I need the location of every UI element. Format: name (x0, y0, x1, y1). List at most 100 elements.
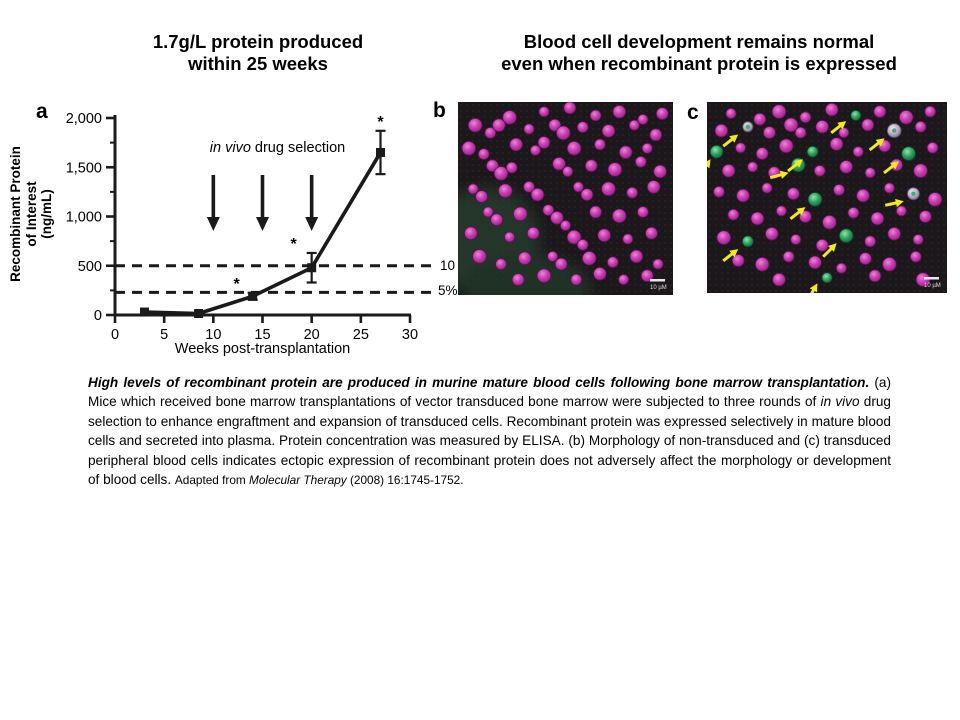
y-tick-label: 1,000 (66, 210, 102, 226)
blood-cell-magenta (716, 230, 732, 245)
blood-cell-magenta (861, 118, 875, 132)
blood-cell-magenta (563, 102, 577, 115)
blood-cell-magenta (593, 267, 607, 281)
transduced-cell-arrow-icon (883, 161, 899, 175)
blood-cell-magenta (649, 128, 663, 142)
blood-cell-magenta (924, 105, 937, 118)
blood-cell-magenta (580, 188, 594, 201)
panel-c-label: c (687, 101, 699, 124)
blood-cell-magenta (475, 190, 489, 203)
blood-cell-magenta (554, 257, 568, 271)
blood-cell-magenta (495, 258, 507, 271)
blood-cell-magenta (652, 258, 664, 270)
micrograph-panel-c: 10 µM (707, 102, 947, 293)
blood-cell-magenta (601, 124, 616, 138)
transduced-cell-arrow-icon (789, 207, 806, 220)
blood-cell-magenta (645, 226, 658, 240)
blood-cell-magenta (864, 167, 876, 179)
blood-cell-magenta (646, 180, 661, 194)
blood-cell-green (807, 192, 823, 207)
blood-cell-magenta (765, 227, 779, 241)
blood-cell-magenta (725, 108, 737, 119)
blood-cell-magenta (538, 106, 550, 118)
right-title-line1: Blood cell development remains normal (523, 31, 875, 52)
blood-cell-green (850, 109, 862, 121)
blood-cell-magenta (566, 140, 582, 156)
y-axis-label-line3: (ng/mL) (39, 189, 54, 239)
blood-cell-magenta (529, 144, 541, 156)
blood-cell-magenta (572, 181, 584, 193)
blood-cell-magenta (825, 102, 839, 117)
blood-cell-magenta (562, 166, 574, 178)
blood-cell-magenta (822, 215, 837, 230)
blood-cell-magenta (926, 141, 939, 154)
blood-cell-magenta (808, 255, 822, 270)
blood-cell-magenta (839, 160, 854, 174)
blood-cell-magenta (612, 208, 627, 224)
significance-star: * (377, 114, 384, 131)
blood-cell-magenta (570, 273, 583, 286)
blood-cell-magenta (882, 257, 897, 272)
blood-cell-magenta (750, 211, 765, 226)
transduced-cell-arrow-icon (707, 159, 711, 176)
transduced-cell-arrow-icon (868, 138, 885, 152)
blood-cell-magenta (873, 105, 887, 119)
blood-cell-magenta (641, 142, 653, 154)
blood-cell-magenta (761, 182, 773, 194)
panel-b-label: b (433, 99, 446, 122)
blood-cell-magenta (628, 119, 640, 131)
drug-selection-arrow-icon (256, 175, 269, 231)
blood-cell-magenta (883, 182, 895, 194)
blood-cell-magenta (492, 118, 506, 133)
x-tick-label: 10 (205, 327, 221, 343)
threshold-label-10: 10 (440, 258, 456, 273)
data-point-marker (140, 307, 149, 317)
blood-cell-magenta (576, 121, 589, 134)
micrograph-panel-b: 10 µM (458, 102, 673, 295)
blood-cell-magenta (772, 272, 786, 287)
blood-cell-magenta (581, 251, 597, 266)
blood-cell-magenta (490, 213, 504, 227)
blood-cell-magenta (618, 145, 633, 159)
blood-cell-magenta (536, 268, 552, 284)
x-tick-label: 5 (160, 327, 168, 343)
blood-cell-magenta (618, 274, 630, 286)
blood-cell-magenta (782, 250, 795, 263)
significance-star: * (234, 276, 241, 293)
blood-cell-magenta (502, 110, 517, 125)
blood-cell-magenta (486, 159, 499, 173)
caption-cite-suffix: (2008) 16:1745-1752. (346, 473, 464, 488)
blood-cell-magenta (858, 252, 872, 266)
caption-cite-journal: Molecular Therapy (249, 473, 347, 488)
blood-cell-magenta (870, 211, 885, 226)
blood-cell-magenta (467, 117, 483, 133)
blood-cell-magenta (530, 187, 545, 202)
blood-cell-magenta (864, 235, 877, 248)
blood-cell-magenta (584, 159, 598, 173)
blood-cell-magenta (852, 146, 864, 158)
blood-cell-magenta (556, 125, 571, 141)
caption-lead: High levels of recombinant protein are p… (88, 375, 870, 390)
caption-body-2: drug selection to enhance engraftment an… (88, 394, 891, 488)
x-tick-label: 15 (254, 327, 270, 343)
blood-cell-magenta (589, 109, 602, 122)
blood-cell-green (901, 146, 916, 161)
blood-cell-magenta (626, 186, 639, 199)
blood-cell-magenta (550, 211, 564, 225)
blood-cell-magenta (868, 269, 882, 283)
blood-cell-green (806, 145, 819, 158)
transduced-cell-arrow-icon (722, 249, 739, 262)
blood-cell-magenta (915, 272, 931, 287)
blood-cell-magenta (913, 163, 928, 179)
blood-cell-magenta (560, 220, 572, 232)
transduced-cell-arrow-icon (806, 283, 818, 293)
blood-cell-magenta (838, 127, 850, 139)
blood-cell-magenta (653, 164, 667, 179)
blood-cell-magenta (829, 137, 844, 151)
blood-cell-magenta (763, 126, 776, 140)
blood-cell-magenta (721, 164, 736, 178)
blood-cell-magenta (552, 156, 566, 171)
blood-cell-magenta (547, 250, 559, 262)
blood-cell-magenta (589, 205, 603, 219)
blood-cell-magenta (727, 208, 740, 221)
